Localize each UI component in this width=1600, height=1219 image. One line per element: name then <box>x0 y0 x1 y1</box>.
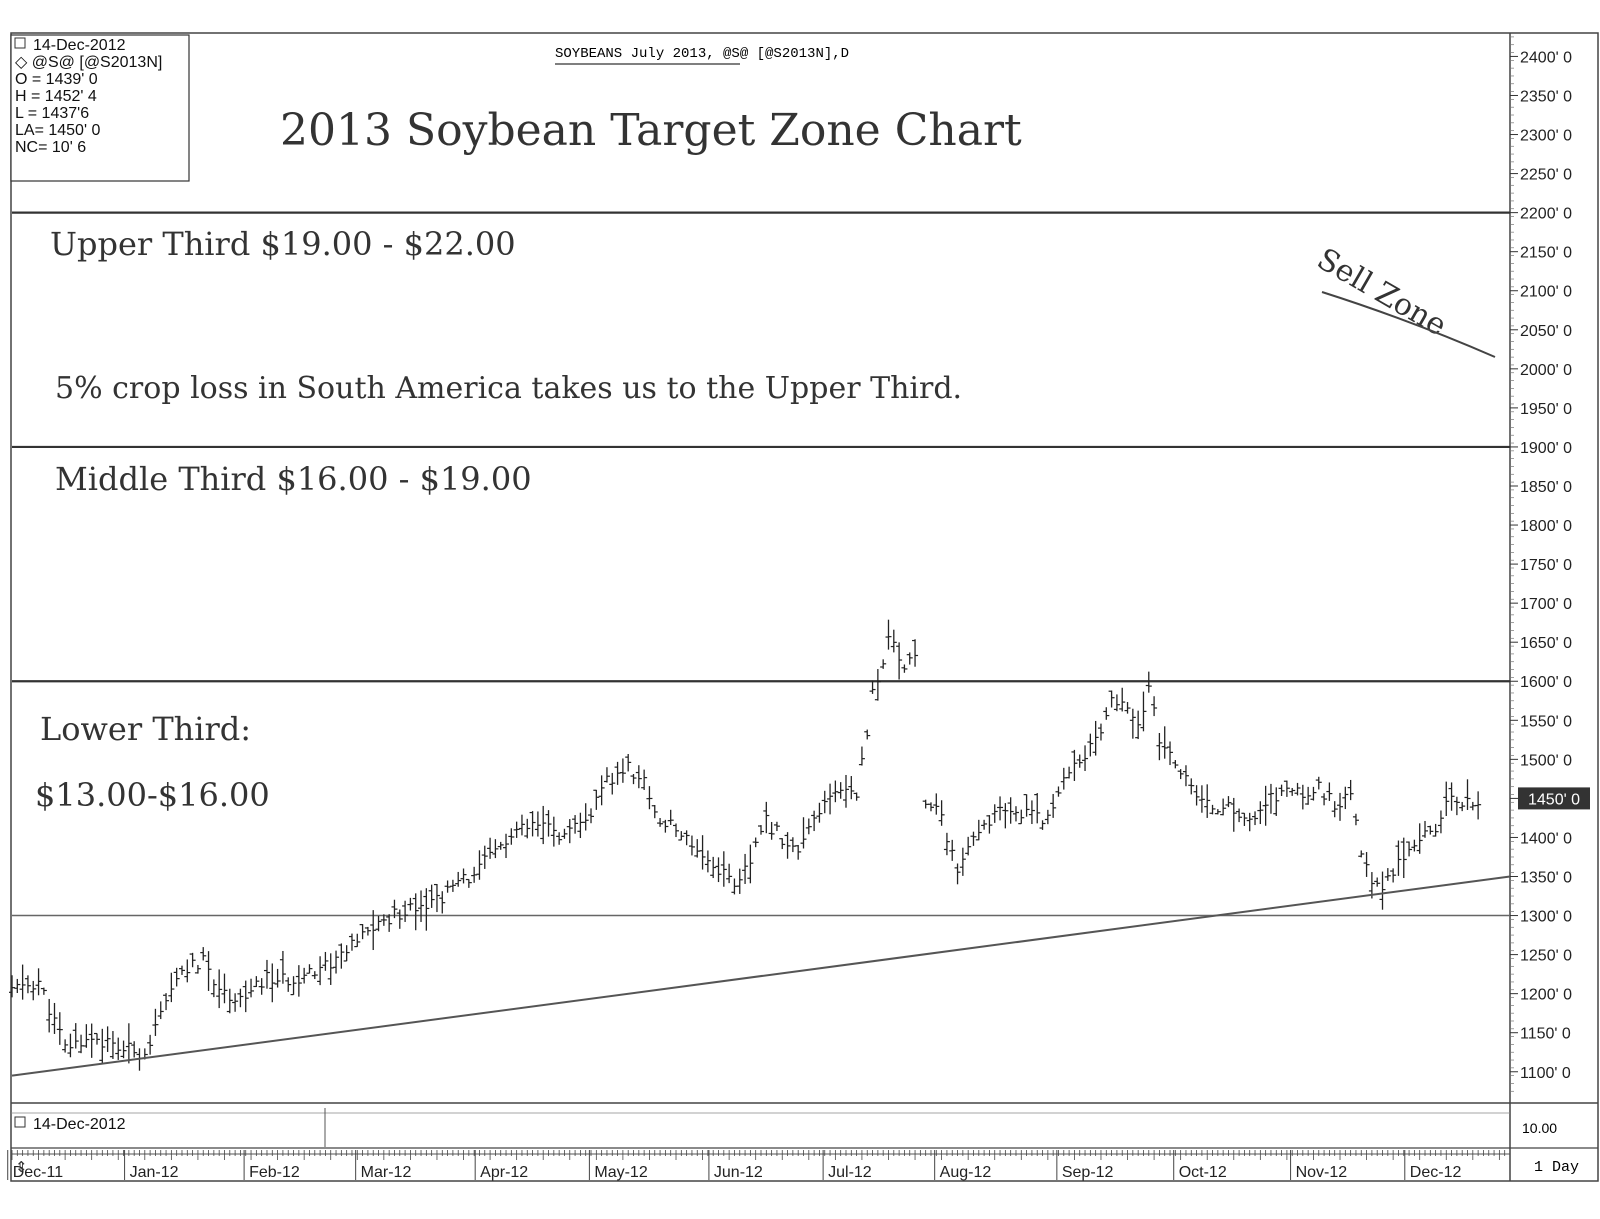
x-tick-label: Nov-12 <box>1296 1164 1348 1181</box>
info-net-change: NC= 10' 6 <box>15 139 87 156</box>
info-symbol-text: @S@ [@S2013N] <box>31 54 163 71</box>
y-tick-label: 1700' 0 <box>1520 596 1572 613</box>
sell-zone-underline <box>1321 291 1496 358</box>
y-tick-label: 2300' 0 <box>1520 128 1572 145</box>
last-price-tag <box>1518 787 1590 810</box>
x-tick-label: Jul-12 <box>828 1164 872 1181</box>
instrument-title: SOYBEANS July 2013, @S@ [@S2013N],D <box>555 46 849 62</box>
time-axis: Dec-11 Jan-12 Feb-12 Mar-12 Apr-12 May-12 Jun-… <box>7 1150 1511 1181</box>
x-tick-label: Oct-12 <box>1179 1164 1227 1181</box>
lower-panel-checkbox-icon <box>14 1116 26 1128</box>
info-last: LA= 1450' 0 <box>15 122 101 139</box>
y-tick-label: 2150' 0 <box>1520 245 1572 262</box>
y-tick-label: 1750' 0 <box>1520 557 1572 574</box>
y-tick-label: 1400' 0 <box>1520 830 1572 847</box>
zone-lines <box>12 211 1510 917</box>
info-open: O = 1439' 0 <box>15 71 98 88</box>
interval-label: 1 Day <box>1534 1159 1579 1176</box>
y-tick-label: 1150' 0 <box>1520 1026 1571 1043</box>
y-tick-label: 2350' 0 <box>1520 88 1572 105</box>
y-tick-label: 2200' 0 <box>1520 206 1572 223</box>
x-tick-label: Aug-12 <box>940 1164 992 1181</box>
x-tick-label: Mar-12 <box>361 1164 412 1181</box>
diamond-icon: ◇ <box>15 54 28 71</box>
crop-loss-annotation: 5% crop loss in South America takes us t… <box>55 371 962 406</box>
x-tick-label: Apr-12 <box>480 1164 528 1181</box>
ohlc-bars <box>9 619 1482 1071</box>
y-tick-label: 1350' 0 <box>1520 870 1572 887</box>
y-tick-label: 1950' 0 <box>1520 401 1572 418</box>
upper-third-annotation: Upper Third $19.00 - $22.00 <box>50 225 516 263</box>
y-tick-label: 1550' 0 <box>1520 713 1572 730</box>
y-tick-label: 2400' 0 <box>1520 49 1572 66</box>
y-tick-label: 1100' 0 <box>1520 1065 1571 1082</box>
x-tick-label: Jun-12 <box>714 1164 763 1181</box>
y-tick-label: 1500' 0 <box>1520 752 1572 769</box>
y-tick-label: 1850' 0 <box>1520 479 1572 496</box>
info-date: 14-Dec-2012 <box>33 37 126 54</box>
last-price-label: 1450' 0 <box>1528 791 1580 808</box>
y-tick-label: 1250' 0 <box>1520 948 1572 965</box>
x-tick-label: Dec-11 <box>13 1164 63 1181</box>
y-tick-label: 1900' 0 <box>1520 440 1572 457</box>
info-high: H = 1452' 4 <box>15 88 97 105</box>
chart-frame <box>10 32 1599 1182</box>
lower-panel-scale: 10.00 <box>1522 1120 1557 1136</box>
scroll-arrow-icon[interactable]: ⇕ <box>15 1159 28 1176</box>
lower-panel-date: 14-Dec-2012 <box>33 1116 126 1133</box>
main-title-annotation: 2013 Soybean Target Zone Chart <box>280 105 1022 156</box>
y-tick-label: 1650' 0 <box>1520 635 1572 652</box>
x-tick-label: Feb-12 <box>249 1164 300 1181</box>
y-tick-label: 2050' 0 <box>1520 323 1572 340</box>
x-tick-label: Jan-12 <box>130 1164 179 1181</box>
y-tick-label: 1600' 0 <box>1520 674 1572 691</box>
trendline <box>11 875 1511 1077</box>
y-tick-label: 2000' 0 <box>1520 362 1572 379</box>
info-low: L = 1437'6 <box>15 105 90 122</box>
x-tick-label: May-12 <box>594 1164 647 1181</box>
y-tick-label: 1800' 0 <box>1520 518 1572 535</box>
lower-third-label-annotation: Lower Third: <box>40 710 251 748</box>
info-box-checkbox-icon <box>14 37 26 49</box>
y-tick-label: 2100' 0 <box>1520 284 1572 301</box>
info-symbol: ◇ @S@ [@S2013N] <box>15 54 162 71</box>
y-tick-label: 1300' 0 <box>1520 909 1572 926</box>
lower-third-range-annotation: $13.00-$16.00 <box>35 776 270 814</box>
x-tick-label: Sep-12 <box>1062 1164 1114 1181</box>
x-tick-label: Dec-12 <box>1410 1164 1462 1181</box>
y-tick-label: 1200' 0 <box>1520 987 1572 1004</box>
quote-info-box <box>10 34 190 182</box>
middle-third-annotation: Middle Third $16.00 - $19.00 <box>55 460 532 498</box>
y-tick-label: 2250' 0 <box>1520 167 1572 184</box>
